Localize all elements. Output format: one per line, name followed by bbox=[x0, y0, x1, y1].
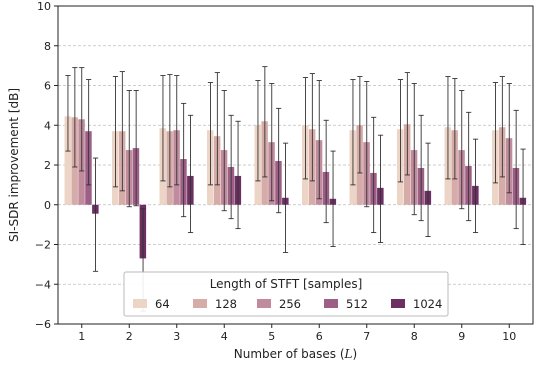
y-tick-label: 2 bbox=[44, 159, 51, 172]
y-axis-ticks: −6 −4 −2 0 2 4 6 8 10 bbox=[35, 0, 58, 331]
legend-label: 512 bbox=[346, 297, 368, 311]
legend-label: 128 bbox=[215, 297, 237, 311]
legend: Length of STFT [samples] 64 128 256 512 1024 bbox=[123, 271, 449, 317]
legend-swatch bbox=[324, 299, 338, 308]
legend-swatch bbox=[133, 299, 147, 308]
legend-swatch bbox=[257, 299, 271, 308]
y-axis-label: SI-SDR improvement [dB] bbox=[7, 88, 21, 242]
y-tick-label: 8 bbox=[44, 40, 51, 53]
legend-label: 64 bbox=[155, 297, 170, 311]
legend-swatch bbox=[193, 299, 207, 308]
legend-items: 64 128 256 512 1024 bbox=[133, 297, 442, 311]
bars bbox=[64, 116, 527, 259]
x-axis-label: Number of bases (L) bbox=[234, 347, 357, 361]
x-axis-ticks: 1 2 3 4 5 6 7 8 9 10 bbox=[78, 324, 516, 343]
y-tick-label: 4 bbox=[44, 119, 51, 132]
x-tick-label: 6 bbox=[316, 330, 323, 343]
y-tick-label: 0 bbox=[44, 199, 51, 212]
x-tick-label: 3 bbox=[173, 330, 180, 343]
x-tick-label: 4 bbox=[221, 330, 228, 343]
y-tick-label: −6 bbox=[35, 318, 51, 331]
y-tick-label: 6 bbox=[44, 80, 51, 93]
x-tick-label: 9 bbox=[458, 330, 465, 343]
x-tick-label: 5 bbox=[268, 330, 275, 343]
legend-swatch bbox=[391, 299, 405, 308]
x-tick-label: 7 bbox=[363, 330, 370, 343]
y-tick-label: −2 bbox=[35, 239, 51, 252]
x-tick-label: 8 bbox=[411, 330, 418, 343]
y-tick-label: 10 bbox=[37, 0, 51, 13]
legend-label: 256 bbox=[279, 297, 301, 311]
error-bars bbox=[65, 66, 526, 312]
legend-title: Length of STFT [samples] bbox=[210, 277, 363, 291]
legend-label: 1024 bbox=[413, 297, 442, 311]
x-tick-label: 10 bbox=[502, 330, 516, 343]
bar bbox=[64, 116, 71, 205]
x-tick-label: 2 bbox=[126, 330, 133, 343]
x-tick-label: 1 bbox=[78, 330, 85, 343]
y-tick-label: −4 bbox=[35, 278, 51, 291]
